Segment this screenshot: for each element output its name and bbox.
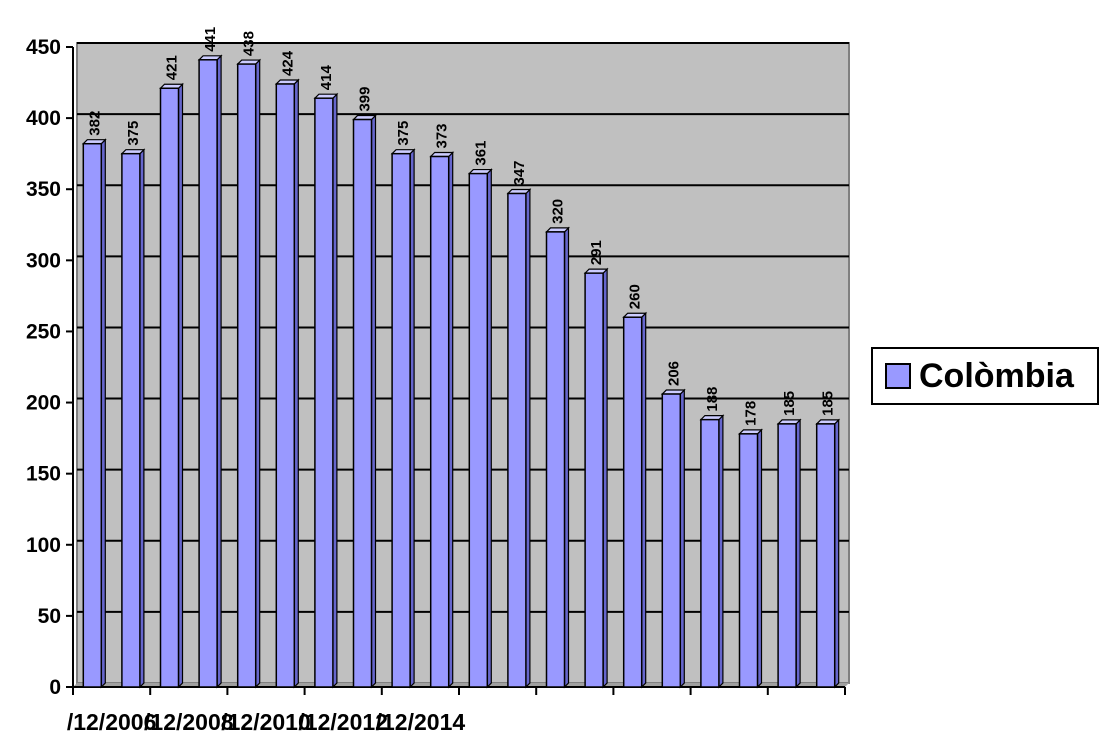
bar <box>198 59 218 688</box>
bar <box>314 97 334 688</box>
legend: Colòmbia <box>871 347 1099 405</box>
data-label: 320 <box>550 199 567 224</box>
bar <box>121 152 141 688</box>
y-tick-label: 350 <box>26 178 61 201</box>
legend-swatch <box>885 363 911 389</box>
x-tick-label: /12/2008 <box>144 709 234 735</box>
data-label: 375 <box>395 121 412 146</box>
data-label: 382 <box>86 111 103 136</box>
y-tick-label: 200 <box>26 392 61 415</box>
data-label: 375 <box>125 121 142 146</box>
data-label: 178 <box>743 401 760 426</box>
data-label: 441 <box>202 27 219 52</box>
bar <box>236 63 257 688</box>
data-label: 260 <box>627 284 644 309</box>
y-tick-label: 150 <box>26 463 61 486</box>
y-tick-label: 50 <box>38 605 61 628</box>
data-label: 188 <box>704 387 721 412</box>
data-label: 185 <box>820 391 837 416</box>
bar <box>700 418 720 688</box>
data-label: 399 <box>357 87 374 112</box>
data-label: 291 <box>588 240 605 265</box>
bar <box>738 433 759 688</box>
data-label: 361 <box>472 141 489 166</box>
bar <box>391 152 411 688</box>
x-tick-label: /12/2006 <box>67 709 157 735</box>
bar <box>545 231 566 688</box>
data-label: 424 <box>279 50 296 76</box>
y-tick-label: 100 <box>26 534 61 557</box>
y-tick-label: 400 <box>26 107 61 130</box>
bar <box>661 393 682 688</box>
data-label: 438 <box>241 31 258 56</box>
legend-label-colombia: Colòmbia <box>919 356 1074 395</box>
x-tick-label: /12/2010 <box>221 709 311 735</box>
bar <box>468 172 489 688</box>
data-label: 373 <box>434 123 451 148</box>
bar <box>815 423 836 688</box>
y-tick-label: 450 <box>26 36 61 59</box>
data-label: 185 <box>781 391 798 416</box>
bar <box>622 316 643 688</box>
bar <box>429 155 450 688</box>
data-label: 206 <box>665 361 682 386</box>
bar <box>352 118 373 688</box>
data-label: 414 <box>318 65 335 91</box>
data-label: 347 <box>511 160 528 185</box>
y-tick-label: 300 <box>26 249 61 272</box>
bar <box>584 272 604 688</box>
bar <box>507 192 527 688</box>
plot-area <box>76 42 850 684</box>
bar <box>275 83 296 688</box>
x-tick-label: /12/2014 <box>376 709 466 735</box>
bar <box>82 142 103 688</box>
x-tick-label: /12/2012 <box>298 709 388 735</box>
y-tick-label: 250 <box>26 320 61 343</box>
bar <box>777 423 797 688</box>
data-label: 421 <box>164 55 181 80</box>
bar <box>159 87 180 688</box>
y-tick-label: 0 <box>49 676 61 699</box>
